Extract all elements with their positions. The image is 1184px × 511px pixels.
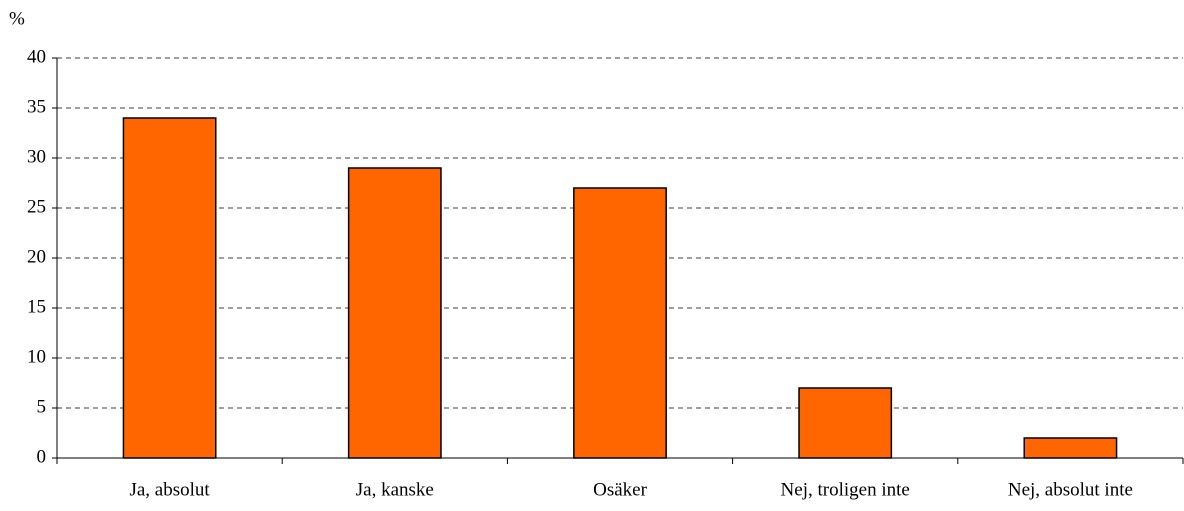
bar	[1023, 437, 1118, 459]
x-tick-label: Osäker	[593, 479, 647, 500]
y-tick-label: 10	[27, 346, 46, 367]
x-tick-label: Nej, absolut inte	[1008, 479, 1133, 500]
y-tick-label: 25	[27, 196, 46, 217]
y-tick-label: 20	[27, 246, 46, 267]
y-tick-label: 30	[27, 146, 46, 167]
x-tick-label: Ja, kanske	[356, 479, 434, 500]
bar	[573, 187, 667, 459]
y-tick-label: 35	[27, 96, 46, 117]
y-tick-label: 15	[27, 296, 46, 317]
x-tick-label: Ja, absolut	[129, 479, 210, 500]
bar	[347, 167, 442, 459]
bar	[798, 387, 893, 459]
x-tick-label: Nej, troligen inte	[781, 479, 910, 500]
y-tick-label: 0	[37, 446, 47, 467]
y-tick-label: 5	[37, 396, 47, 417]
bar	[122, 117, 217, 459]
y-axis-label: %	[9, 8, 25, 29]
y-tick-label: 40	[27, 46, 46, 67]
